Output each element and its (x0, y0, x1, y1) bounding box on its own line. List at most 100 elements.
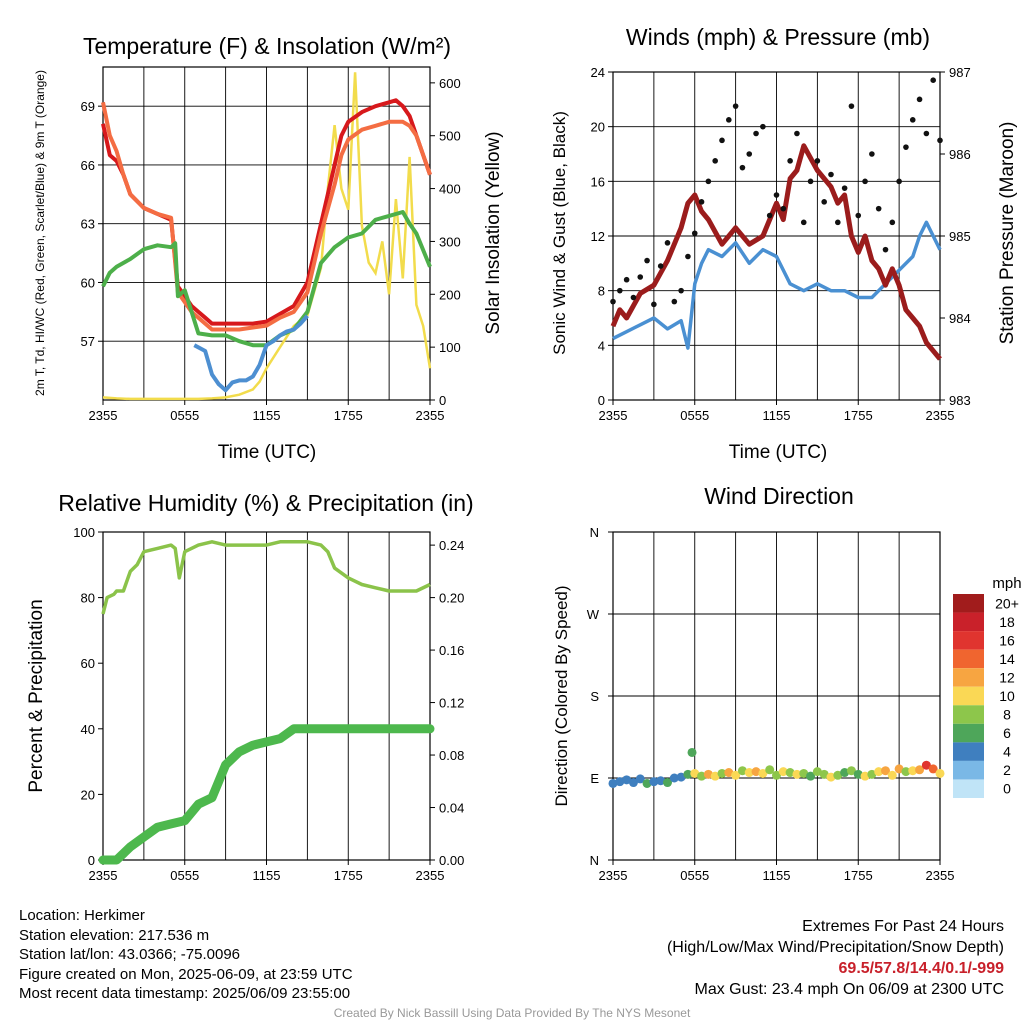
speed-legend-swatch (953, 705, 984, 724)
gust-point (930, 77, 936, 83)
speed-legend-label: 2 (1003, 762, 1011, 778)
y2-tick-label: 500 (439, 129, 461, 144)
station-elevation: Station elevation: 217.536 m (19, 926, 210, 944)
x-tick-label: 2355 (926, 408, 955, 423)
gust-point (773, 192, 780, 198)
direction-point (758, 768, 768, 778)
gust-point (794, 130, 800, 137)
speed-legend-label: 0 (1003, 781, 1011, 797)
y2-tick-label: 0.08 (439, 748, 464, 763)
speed-legend-swatch (953, 686, 984, 706)
direction-point (840, 768, 850, 778)
y-tick-label: 69 (81, 99, 95, 114)
extremes-subtitle: (High/Low/Max Wind/Precipitation/Snow De… (666, 939, 1004, 956)
direction-point (615, 777, 625, 787)
y-tick-label: S (590, 689, 599, 704)
direction-point (826, 772, 836, 782)
direction-point (649, 777, 659, 787)
direction-point (717, 768, 727, 778)
y-tick-label: 24 (591, 65, 605, 80)
direction-point (867, 769, 877, 779)
x-tick-label: 1155 (253, 408, 281, 423)
y2-tick-label: 0 (439, 393, 446, 408)
wind-direction-title: Wind Direction (704, 483, 854, 509)
precipitation-line (98, 724, 435, 865)
temperature-title: Temperature (F) & Insolation (W/m²) (83, 33, 451, 59)
y-tick-label: N (590, 853, 599, 868)
y2-tick-label: 0.04 (439, 801, 464, 816)
gust-point (705, 178, 712, 185)
y-tick-label: 66 (81, 158, 95, 173)
x-tick-label: 1155 (763, 408, 791, 423)
credit-line: Created By Nick Bassill Using Data Provi… (333, 1006, 691, 1020)
direction-point (881, 766, 890, 776)
gust-point (882, 246, 889, 253)
gust-point (726, 117, 732, 123)
temperature-x-label: Time (UTC) (218, 442, 317, 463)
direction-point (724, 768, 734, 778)
direction-point (915, 765, 925, 775)
x-tick-label: 2355 (416, 408, 445, 423)
speed-legend-label: 20+ (995, 595, 1019, 611)
x-tick-label: 0555 (170, 408, 199, 423)
gust-point (746, 151, 753, 157)
direction-point (676, 772, 686, 782)
y2-tick-label: 984 (949, 311, 971, 326)
y2-tick-label: 600 (439, 76, 461, 91)
gust-point (869, 151, 875, 157)
direction-point (812, 767, 822, 777)
y-tick-label: 20 (81, 787, 95, 802)
direction-point (921, 760, 931, 770)
speed-legend-swatch (953, 723, 984, 743)
direction-point (697, 771, 707, 781)
gust-point (875, 205, 882, 212)
winds-panel: Winds (mph) & Pressure (mb) Sonic Wind &… (550, 24, 1018, 463)
speed-legend-swatch (953, 612, 984, 632)
direction-point (642, 778, 652, 788)
direction-point (874, 767, 884, 777)
y-tick-label: 63 (81, 217, 95, 232)
gust-point (698, 199, 705, 205)
direction-point (908, 766, 918, 776)
y2-tick-label: 0.20 (439, 591, 464, 606)
x-tick-label: 0555 (680, 408, 709, 423)
sonic-wind-line (612, 220, 942, 350)
gust-point (719, 137, 725, 144)
gust-point (664, 240, 671, 246)
gust-point (630, 294, 637, 301)
gust-point (780, 205, 787, 212)
temperature-y-label: 2m T, Td, HI/WC (Red, Green, Scarlet/Blu… (33, 70, 47, 396)
y-tick-label: 8 (598, 284, 605, 299)
gust-point (909, 117, 916, 123)
direction-point (608, 778, 618, 788)
direction-point (765, 765, 775, 775)
x-tick-label: 2355 (89, 408, 118, 423)
speed-legend-swatch (953, 742, 984, 761)
figure-created: Figure created on Mon, 2025-06-09, at 23… (19, 965, 353, 983)
temperature-series-line-3 (193, 314, 309, 393)
y-tick-label: 16 (591, 174, 605, 189)
x-tick-label: 2355 (89, 868, 118, 883)
y-tick-label: E (590, 771, 599, 786)
speed-legend-swatch (953, 594, 984, 613)
speed-legend-swatch (953, 668, 984, 687)
gust-point (787, 158, 793, 164)
y2-tick-label: 0.12 (439, 696, 464, 711)
x-tick-label: 1155 (253, 868, 281, 883)
y-tick-label: 57 (81, 334, 95, 349)
relative-humidity-line (101, 540, 431, 615)
station-info: Location: Herkimer Station elevation: 21… (19, 906, 353, 1004)
direction-point (887, 770, 897, 780)
y-tick-label: 80 (81, 591, 95, 606)
y2-tick-label: 0.16 (439, 643, 464, 658)
x-tick-label: 1755 (334, 408, 363, 423)
x-tick-label: 1755 (844, 408, 873, 423)
gust-point (828, 171, 834, 178)
x-tick-label: 0555 (680, 868, 709, 883)
direction-point (690, 768, 700, 778)
temperature-series-line-1 (101, 101, 432, 332)
y2-tick-label: 200 (439, 287, 461, 302)
direction-point (628, 778, 638, 788)
gust-point (848, 103, 855, 109)
